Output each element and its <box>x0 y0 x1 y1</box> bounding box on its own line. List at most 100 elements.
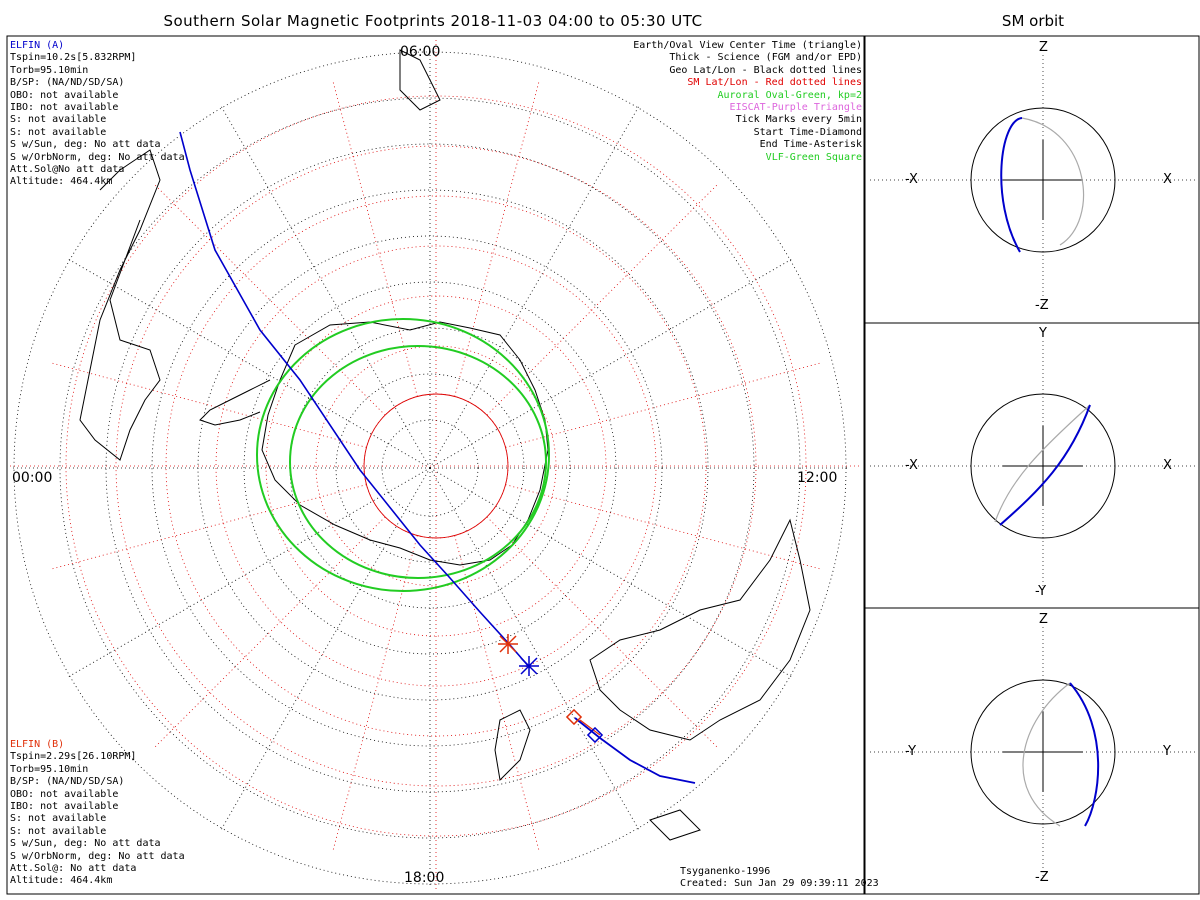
legend-item: Earth/Oval View Center Time (triangle) <box>633 40 862 51</box>
sm-latitude-circle <box>215 245 657 687</box>
geo-longitude-line <box>66 257 431 469</box>
legend-item: SM Lat/Lon - Red dotted lines <box>687 77 862 89</box>
sm-longitude-line <box>454 79 540 397</box>
created-label: Created: Sun Jan 29 09:39:11 2023 <box>680 878 879 889</box>
orbit-panel <box>870 55 1195 305</box>
axis-label-top: Z <box>1039 40 1048 55</box>
sm-longitude-line <box>152 182 386 416</box>
sm-grid <box>10 40 860 890</box>
geo-latitude-circle <box>243 281 617 655</box>
end-asterisk-a <box>519 656 539 676</box>
legend-item: EISCAT-Purple Triangle <box>729 102 862 114</box>
sm-latitude-circle <box>315 345 557 587</box>
geo-latitude-circle <box>335 373 525 563</box>
orbit-path-other <box>1022 682 1071 827</box>
track-elfin-a-science <box>574 717 696 784</box>
axis-label-bottom: -Z <box>1035 870 1049 885</box>
elfin-a-line: Att.Sol@No att data <box>10 164 125 176</box>
elfin-b-line: B/SP: (NA/ND/SD/SA) <box>10 776 125 788</box>
axis-label-left: -Y <box>905 744 917 759</box>
sm-longitude-line <box>454 535 540 853</box>
elfin-a-line: B/SP: (NA/ND/SD/SA) <box>10 77 125 89</box>
track-elfin-a <box>179 131 531 669</box>
elfin-a-line: S: not available <box>10 114 107 126</box>
sm-latitude-circle <box>115 145 757 787</box>
sm-longitude-line <box>486 182 720 416</box>
hour-label-top: 06:00 <box>400 44 441 60</box>
elfin-a-line: S: not available <box>10 126 107 138</box>
legend-item: VLF-Green Square <box>765 151 862 163</box>
orbit-path-other <box>994 404 1091 523</box>
map-frame <box>6 35 865 895</box>
legend: Earth/Oval View Center Time (triangle) T… <box>633 40 862 164</box>
hour-label-left: 00:00 <box>12 470 53 486</box>
elfin-b-info: ELFIN (B) Tspin=2.29s[26.10RPM] Torb=95.… <box>10 739 185 888</box>
elfin-b-line: S w/Sun, deg: No att data <box>10 838 161 850</box>
elfin-b-line: S: not available <box>10 813 107 825</box>
track-elfin-b <box>579 719 601 736</box>
orbit-panel <box>870 627 1195 877</box>
south-america-outline <box>79 149 161 461</box>
hour-label-bottom: 18:00 <box>404 870 445 886</box>
hour-label-right: 12:00 <box>797 470 838 486</box>
axis-label-right: X <box>1163 458 1172 473</box>
orbit-path-other <box>1021 117 1085 246</box>
elfin-b-line: Torb=95.10min <box>10 763 89 775</box>
elfin-a-line: Torb=95.10min <box>10 64 89 76</box>
geo-latitude-circle <box>59 97 801 839</box>
elfin-b-line: Tspin=2.29s[26.10RPM] <box>10 751 137 763</box>
model-label: Tsyganenko-1996 <box>680 866 771 877</box>
elfin-a-line: Tspin=10.2s[5.832RPM] <box>10 52 137 64</box>
sm-longitude-line <box>152 516 386 750</box>
elfin-b-name: ELFIN (B) <box>10 739 65 750</box>
geo-longitude-line <box>429 467 794 679</box>
auroral-oval-inner <box>289 345 547 579</box>
island-outline <box>494 709 531 782</box>
sm-latitude-circle <box>65 95 807 837</box>
geo-longitude-line <box>66 467 431 679</box>
sm-longitude-line <box>486 516 720 750</box>
geo-longitude-line <box>219 104 431 469</box>
axis-label-top: Z <box>1039 612 1048 627</box>
orbit-path-elfin <box>999 404 1091 526</box>
sm-longitude-line <box>49 484 367 570</box>
auroral-oval-outer <box>256 318 550 592</box>
axis-label-left: -X <box>905 458 918 473</box>
peninsula-outline <box>199 379 271 426</box>
orbit-panel-title: SM orbit <box>1001 12 1065 30</box>
sm-longitude-line <box>505 484 823 570</box>
australia-outline <box>589 518 811 741</box>
axis-label-bottom: -Z <box>1035 298 1049 313</box>
elfin-a-line: Altitude: 464.4km <box>10 176 113 188</box>
elfin-b-line: IBO: not available <box>10 801 119 813</box>
end-asterisk-b <box>498 634 518 654</box>
legend-item: Start Time-Diamond <box>753 126 862 138</box>
axis-label-left: -X <box>905 172 918 187</box>
legend-item: Geo Lat/Lon - Black dotted lines <box>669 64 862 76</box>
page-title: Southern Solar Magnetic Footprints 2018-… <box>163 12 703 30</box>
elfin-a-line: OBO: not available <box>10 89 119 101</box>
elfin-b-line: S w/OrbNorm, deg: No att data <box>10 850 185 862</box>
elfin-b-line: S: not available <box>10 825 107 837</box>
orbit-panels <box>870 55 1195 877</box>
start-diamond-a <box>586 726 604 744</box>
legend-item: Thick - Science (FGM and/or EPD) <box>669 52 862 64</box>
elfin-a-info: ELFIN (A) Tspin=10.2s[5.832RPM] Torb=95.… <box>10 40 185 189</box>
sm-longitude-line <box>332 79 418 397</box>
geo-longitude-line <box>429 467 641 832</box>
polar-map <box>10 40 860 890</box>
africa-tip-outline <box>399 49 441 111</box>
orbit-path-elfin <box>1069 682 1100 827</box>
start-diamond-b <box>565 708 583 726</box>
sm-longitude-line <box>332 535 418 853</box>
elfin-a-line: IBO: not available <box>10 102 119 114</box>
geo-latitude-circle <box>151 189 709 747</box>
elfin-a-line: S w/Sun, deg: No att data <box>10 139 161 151</box>
orbit-path-elfin <box>1000 117 1023 253</box>
axis-label-top: Y <box>1039 326 1047 341</box>
orbit-frame <box>864 35 1200 895</box>
sm-inner-circle <box>363 393 509 539</box>
new-zealand-outline <box>649 809 701 841</box>
legend-item: Tick Marks every 5min <box>735 114 862 126</box>
